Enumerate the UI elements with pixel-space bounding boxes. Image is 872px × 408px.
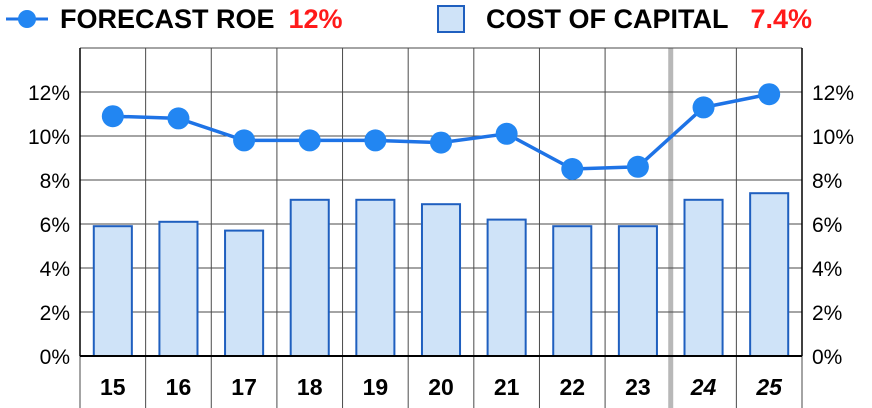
point-forecast-roe bbox=[167, 107, 190, 130]
point-forecast-roe bbox=[233, 129, 256, 152]
legend-value-cost-of-capital: 7.4% bbox=[750, 3, 813, 34]
x-tick-label: 23 bbox=[625, 374, 651, 400]
y-tick-label-left: 2% bbox=[40, 302, 70, 325]
chart-legend: FORECAST ROE 12% COST OF CAPITAL 7.4% bbox=[0, 0, 872, 40]
bar-cost-of-capital bbox=[749, 192, 790, 357]
y-tick-label-left: 12% bbox=[28, 82, 70, 105]
bar-swatch-icon bbox=[437, 5, 465, 33]
bar-cost-of-capital bbox=[355, 198, 396, 357]
x-tick-label: 16 bbox=[166, 374, 192, 400]
bar-cost-of-capital bbox=[224, 229, 265, 358]
y-tick-label-left: 8% bbox=[40, 170, 70, 193]
x-tick-label: 25 bbox=[755, 374, 783, 400]
bar-cost-of-capital bbox=[617, 225, 658, 357]
y-tick-label-left: 4% bbox=[40, 258, 70, 281]
point-forecast-roe bbox=[430, 131, 452, 154]
x-tick-label: 22 bbox=[559, 374, 585, 400]
bar-cost-of-capital bbox=[552, 225, 593, 357]
point-forecast-roe bbox=[495, 122, 518, 145]
legend-item-forecast-roe: FORECAST ROE 12% bbox=[4, 2, 343, 36]
legend-item-cost-of-capital: COST OF CAPITAL 7.4% bbox=[436, 2, 812, 36]
point-forecast-roe bbox=[364, 129, 387, 152]
point-forecast-roe bbox=[561, 158, 584, 180]
line-marker-icon bbox=[6, 10, 48, 28]
y-tick-label-right: 12% bbox=[812, 82, 854, 105]
y-tick-label-right: 2% bbox=[812, 302, 842, 325]
y-tick-label-right: 4% bbox=[812, 258, 842, 281]
y-tick-label-left: 6% bbox=[40, 214, 70, 237]
point-forecast-roe bbox=[101, 105, 124, 128]
bar-cost-of-capital bbox=[92, 225, 133, 357]
x-tick-label: 20 bbox=[428, 374, 454, 400]
x-tick-label: 17 bbox=[231, 374, 257, 400]
legend-value-forecast-roe: 12% bbox=[288, 3, 343, 34]
bar-cost-of-capital bbox=[420, 203, 462, 357]
x-tick-label: 19 bbox=[363, 374, 389, 400]
y-tick-label-left: 10% bbox=[28, 126, 70, 149]
y-tick-label-right: 0% bbox=[812, 346, 842, 369]
bar-cost-of-capital bbox=[486, 218, 527, 357]
y-tick-label-left: 0% bbox=[40, 346, 70, 369]
x-tick-label: 21 bbox=[494, 374, 520, 400]
point-forecast-roe bbox=[298, 129, 321, 152]
legend-label-cost-of-capital: COST OF CAPITAL bbox=[486, 3, 729, 34]
point-forecast-roe bbox=[626, 155, 649, 178]
x-tick-label: 24 bbox=[690, 374, 717, 400]
legend-label-forecast-roe: FORECAST ROE bbox=[60, 3, 275, 34]
bar-cost-of-capital bbox=[683, 198, 724, 357]
point-forecast-roe bbox=[692, 96, 715, 119]
y-tick-label-right: 6% bbox=[812, 214, 842, 237]
x-tick-label: 15 bbox=[100, 374, 126, 400]
x-tick-label: 18 bbox=[297, 374, 323, 400]
bar-cost-of-capital bbox=[158, 220, 199, 357]
point-forecast-roe bbox=[758, 83, 781, 106]
bar-cost-of-capital bbox=[289, 198, 330, 357]
y-tick-label-right: 8% bbox=[812, 170, 842, 193]
y-tick-label-right: 10% bbox=[812, 126, 854, 149]
